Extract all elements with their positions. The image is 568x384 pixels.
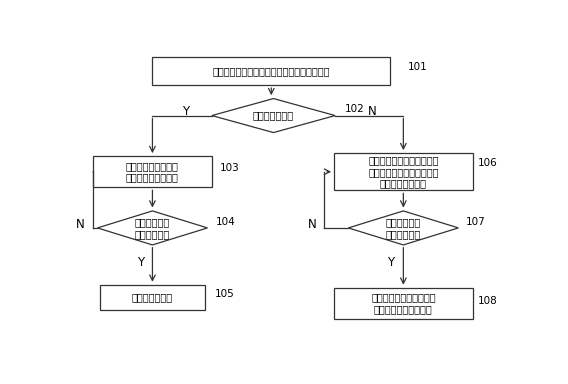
Text: 接收到净化空
气退出信号？: 接收到净化空 气退出信号？ — [386, 217, 421, 239]
Text: N: N — [368, 105, 377, 118]
Text: 接收到净化空
气退出信号？: 接收到净化空 气退出信号？ — [135, 217, 170, 239]
Text: 响应净化空气启动信号，打
开室内机出风口，启动臭氧
发生器和室内风机: 响应净化空气启动信号，打 开室内机出风口，启动臭氧 发生器和室内风机 — [368, 155, 438, 188]
Text: 106: 106 — [478, 158, 498, 168]
Text: 102: 102 — [345, 104, 365, 114]
Text: N: N — [308, 218, 316, 232]
Text: Y: Y — [137, 256, 144, 269]
Text: 107: 107 — [465, 217, 485, 227]
Polygon shape — [348, 211, 458, 245]
Text: 停止臭氧发生器: 停止臭氧发生器 — [132, 292, 173, 303]
Text: 104: 104 — [215, 217, 235, 227]
Text: Y: Y — [182, 105, 189, 118]
Text: 响应净化空气启动信
号，启动臭氧发生器: 响应净化空气启动信 号，启动臭氧发生器 — [126, 161, 179, 182]
Text: N: N — [76, 218, 85, 232]
Text: Y: Y — [387, 256, 394, 269]
Text: 108: 108 — [478, 296, 498, 306]
FancyBboxPatch shape — [152, 57, 390, 85]
Polygon shape — [98, 211, 207, 245]
Polygon shape — [212, 99, 335, 132]
FancyBboxPatch shape — [334, 153, 473, 190]
Text: 关闭室内机出风口，停止
臭氧发生器和室内风机: 关闭室内机出风口，停止 臭氧发生器和室内风机 — [371, 293, 436, 314]
Text: 101: 101 — [408, 62, 428, 72]
Text: 103: 103 — [220, 163, 240, 173]
Text: 105: 105 — [215, 290, 234, 300]
FancyBboxPatch shape — [99, 285, 205, 310]
FancyBboxPatch shape — [334, 288, 473, 319]
Text: 室内风机运行？: 室内风机运行？ — [253, 111, 294, 121]
FancyBboxPatch shape — [93, 156, 212, 187]
Text: 接收到净化空气启动信号，判断室内风机状态: 接收到净化空气启动信号，判断室内风机状态 — [212, 66, 330, 76]
